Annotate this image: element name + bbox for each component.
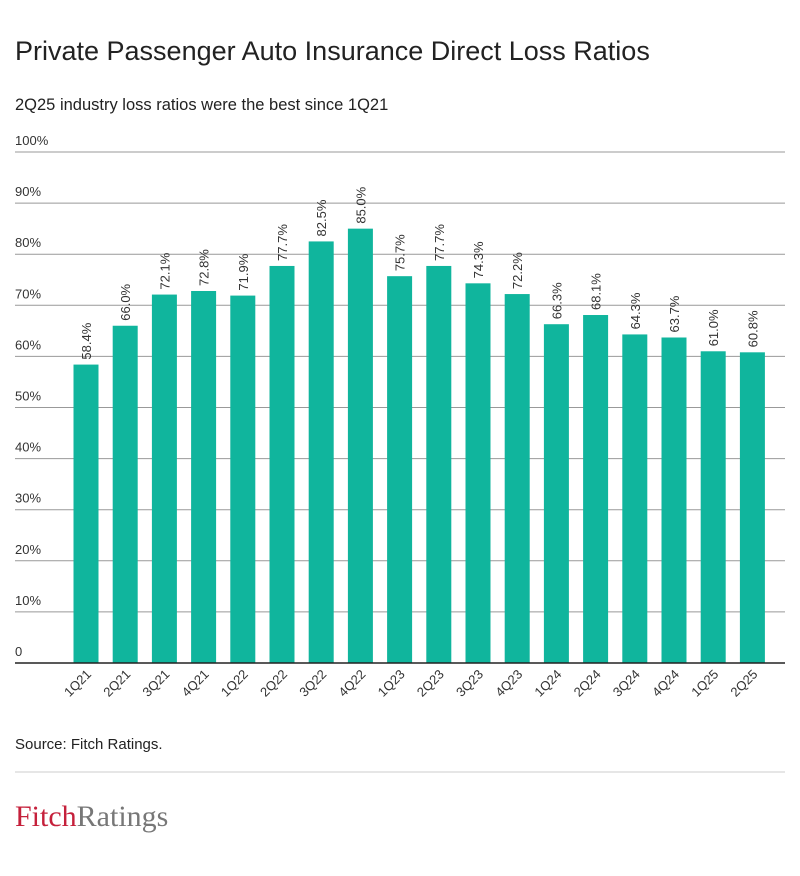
value-label: 72.8%: [197, 249, 212, 286]
bar: [739, 352, 765, 663]
x-tick-label: 2Q25: [727, 667, 760, 700]
y-tick-label: 50%: [15, 389, 41, 404]
value-label: 77.7%: [275, 224, 290, 261]
y-tick-label: 80%: [15, 235, 41, 250]
value-label: 72.1%: [157, 252, 172, 289]
x-tick-label: 4Q22: [335, 667, 368, 700]
x-tick-label: 1Q23: [375, 667, 408, 700]
x-tick-label: 2Q21: [100, 667, 133, 700]
value-label: 64.3%: [628, 292, 643, 329]
y-tick-label: 20%: [15, 542, 41, 557]
bar: [308, 241, 334, 664]
value-label: 72.2%: [510, 252, 525, 289]
value-label: 63.7%: [667, 295, 682, 332]
y-tick-label: 90%: [15, 184, 41, 199]
value-label: 66.3%: [549, 282, 564, 319]
bar: [151, 294, 177, 663]
bar: [583, 315, 609, 663]
y-tick-label: 0: [15, 644, 22, 659]
y-tick-label: 70%: [15, 286, 41, 301]
bar: [230, 295, 256, 663]
bar: [543, 324, 569, 663]
value-label: 74.3%: [471, 241, 486, 278]
bar: [269, 265, 295, 663]
value-label: 61.0%: [706, 309, 721, 346]
value-label: 68.1%: [589, 273, 604, 310]
bar: [465, 283, 491, 663]
value-label: 85.0%: [353, 186, 368, 223]
value-label: 82.5%: [314, 199, 329, 236]
logo-second: Ratings: [77, 800, 169, 833]
y-tick-label: 60%: [15, 337, 41, 352]
y-tick-label: 10%: [15, 593, 41, 608]
x-tick-label: 1Q21: [61, 667, 94, 700]
x-tick-label: 1Q24: [531, 667, 564, 700]
source: Source: Fitch Ratings.: [15, 736, 163, 753]
x-tick-label: 1Q25: [688, 667, 721, 700]
logo-first: Fitch: [15, 800, 77, 833]
value-label: 77.7%: [432, 224, 447, 261]
x-tick-label: 3Q23: [453, 667, 486, 700]
y-tick-label: 100%: [15, 133, 49, 148]
x-tick-label: 2Q22: [257, 667, 290, 700]
bar: [426, 265, 452, 663]
bar: [112, 325, 138, 663]
x-tick-label: 3Q22: [296, 667, 329, 700]
value-label: 71.9%: [236, 253, 251, 290]
chart-subtitle: 2Q25 industry loss ratios were the best …: [15, 96, 388, 114]
x-tick-label: 3Q24: [610, 667, 643, 700]
bar: [73, 364, 99, 663]
x-tick-label: 2Q24: [571, 667, 604, 700]
x-tick-label: 4Q23: [492, 667, 525, 700]
x-tick-label: 4Q24: [649, 667, 682, 700]
logo: FitchRatings: [15, 800, 168, 833]
x-tick-label: 4Q21: [179, 667, 212, 700]
bar: [504, 294, 530, 663]
bar: [347, 228, 373, 663]
value-label: 60.8%: [745, 310, 760, 347]
bar: [191, 290, 217, 663]
chart-title: Private Passenger Auto Insurance Direct …: [15, 36, 650, 66]
bar: [700, 351, 726, 663]
value-label: 58.4%: [79, 322, 94, 359]
y-tick-label: 40%: [15, 440, 41, 455]
value-label: 66.0%: [118, 283, 133, 320]
bar: [661, 337, 687, 663]
x-tick-label: 1Q22: [218, 667, 251, 700]
x-tick-label: 2Q23: [414, 667, 447, 700]
y-tick-label: 30%: [15, 491, 41, 506]
x-tick-label: 3Q21: [139, 667, 172, 700]
bar: [622, 334, 648, 663]
bar: [387, 276, 413, 663]
value-label: 75.7%: [393, 234, 408, 271]
